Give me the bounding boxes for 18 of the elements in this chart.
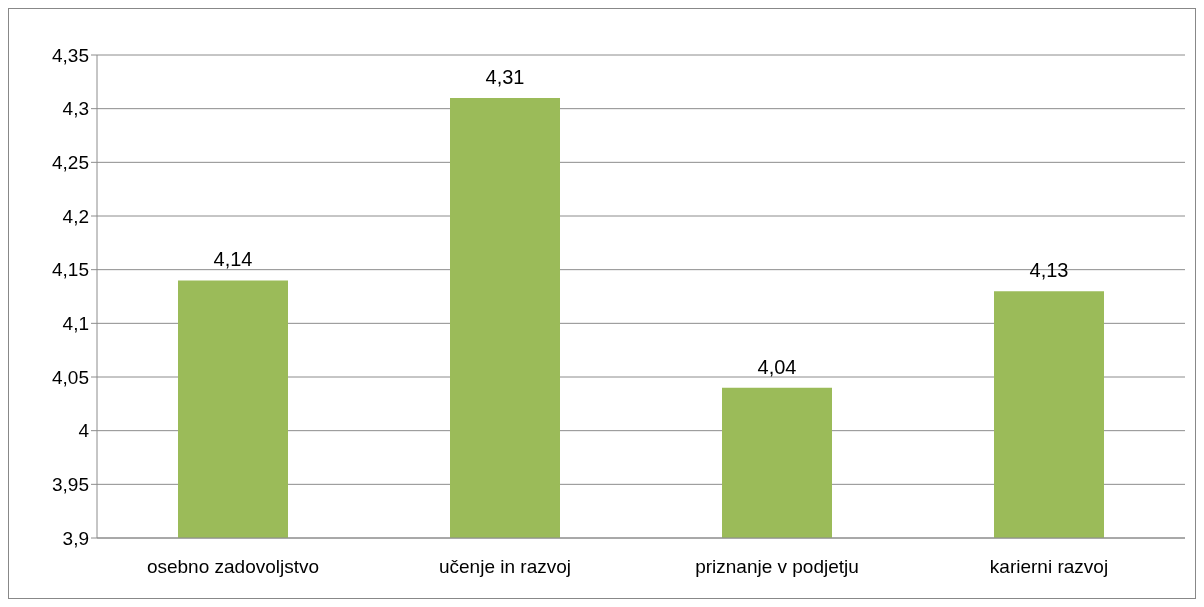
y-tick-label: 4,35 xyxy=(52,44,89,66)
y-tick-label: 4,15 xyxy=(52,259,89,281)
x-tick-label: učenje in razvoj xyxy=(438,556,572,578)
y-tick-label: 4 xyxy=(78,420,90,442)
y-tick-label: 4,1 xyxy=(62,313,89,335)
data-label: 4,04 xyxy=(757,355,797,378)
y-tick-label: 3,95 xyxy=(52,474,89,496)
y-tick-label: 4,05 xyxy=(52,366,89,388)
y-tick-label: 4,2 xyxy=(62,205,89,227)
data-label: 4,14 xyxy=(213,248,253,271)
data-label: 4,13 xyxy=(1029,259,1069,282)
y-tick-label: 4,25 xyxy=(52,152,89,174)
x-tick-label: osebno zadovoljstvo xyxy=(146,556,320,578)
data-label: 4,31 xyxy=(485,65,525,88)
x-tick-label: karierni razvoj xyxy=(989,556,1109,578)
y-tick-label: 4,3 xyxy=(62,98,89,120)
x-tick-label: priznanje v podjetju xyxy=(695,556,859,578)
y-tick-label: 3,9 xyxy=(62,527,89,549)
